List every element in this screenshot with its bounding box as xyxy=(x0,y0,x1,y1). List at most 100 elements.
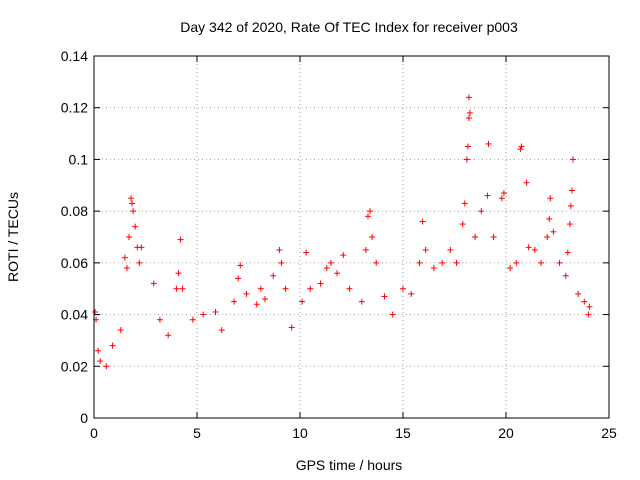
data-point xyxy=(177,236,184,243)
data-point xyxy=(323,265,330,272)
data-point xyxy=(556,259,563,266)
data-point xyxy=(498,195,505,202)
data-point xyxy=(288,324,295,331)
data-point xyxy=(550,228,557,235)
data-point xyxy=(408,290,415,297)
data-point xyxy=(327,259,334,266)
plot-area-border xyxy=(93,55,610,419)
x-tick-label: 15 xyxy=(395,425,411,441)
data-point xyxy=(430,265,437,272)
data-point xyxy=(463,156,470,163)
data-point xyxy=(303,249,310,256)
data-point xyxy=(299,298,306,305)
data-point xyxy=(270,272,277,279)
data-point xyxy=(485,140,492,147)
x-tick-label: 0 xyxy=(90,425,98,441)
data-point xyxy=(523,179,530,186)
data-point xyxy=(422,246,429,253)
data-point xyxy=(121,254,128,261)
data-point xyxy=(261,296,268,303)
y-tick-label: 0.12 xyxy=(61,100,88,116)
data-point xyxy=(546,215,553,222)
data-point xyxy=(364,213,371,220)
data-point xyxy=(165,332,172,339)
x-tick-label: 20 xyxy=(498,425,514,441)
data-point xyxy=(538,259,545,266)
data-point xyxy=(218,327,225,334)
y-axis-ticks: 0 0.02 0.04 0.06 0.08 0.1 0.12 0.14 xyxy=(61,48,609,426)
data-point xyxy=(212,308,219,315)
data-point xyxy=(117,327,124,334)
data-point xyxy=(235,275,242,282)
data-point xyxy=(126,234,133,240)
data-point xyxy=(464,143,471,150)
data-point xyxy=(575,290,582,297)
y-tick-label: 0 xyxy=(80,410,88,426)
data-point xyxy=(586,303,593,310)
x-tick-label: 25 xyxy=(601,425,617,441)
data-point xyxy=(231,298,238,305)
data-point xyxy=(465,115,472,122)
data-point xyxy=(568,187,575,194)
data-point xyxy=(517,146,524,153)
data-point xyxy=(419,218,426,225)
data-point xyxy=(465,94,472,101)
data-point xyxy=(373,259,380,266)
data-point xyxy=(173,285,180,292)
data-point xyxy=(150,280,157,287)
data-point xyxy=(562,272,569,279)
data-point xyxy=(566,221,573,228)
data-point xyxy=(123,265,130,272)
data-point xyxy=(564,249,571,256)
data-point xyxy=(518,143,525,150)
data-point xyxy=(478,208,485,215)
data-point xyxy=(400,285,406,292)
data-point xyxy=(459,221,466,228)
data-point xyxy=(585,311,592,318)
y-tick-label: 0.1 xyxy=(69,151,89,167)
data-point xyxy=(439,259,446,266)
data-point xyxy=(569,156,576,163)
y-tick-label: 0.08 xyxy=(61,203,88,219)
data-point xyxy=(466,109,473,116)
data-point xyxy=(278,259,285,266)
chart-title: Day 342 of 2020, Rate Of TEC Index for r… xyxy=(180,19,518,35)
data-point xyxy=(92,308,99,315)
data-point xyxy=(156,316,163,323)
y-axis-label: ROTI / TECUs xyxy=(5,192,21,282)
data-point xyxy=(97,358,104,365)
data-point xyxy=(447,246,454,253)
data-point xyxy=(132,223,139,230)
data-point xyxy=(334,270,341,277)
data-point xyxy=(109,342,116,349)
data-point xyxy=(175,270,182,277)
data-point xyxy=(237,262,244,269)
data-point xyxy=(179,285,186,292)
data-point xyxy=(369,234,376,240)
x-axis-ticks: 0 5 10 15 20 25 xyxy=(90,56,617,441)
data-point xyxy=(346,285,353,292)
y-tick-label: 0.06 xyxy=(61,255,88,271)
data-point xyxy=(367,208,374,215)
data-point xyxy=(531,246,538,253)
data-series-roti xyxy=(92,94,593,370)
data-point xyxy=(200,311,207,318)
data-point xyxy=(136,259,143,266)
data-point xyxy=(362,246,369,253)
data-point xyxy=(307,285,314,292)
y-tick-label: 0.14 xyxy=(61,48,88,64)
data-point xyxy=(381,293,388,300)
data-point xyxy=(317,280,324,287)
data-point xyxy=(130,208,137,215)
data-point xyxy=(189,316,196,323)
data-point xyxy=(276,246,283,253)
data-point xyxy=(138,244,145,251)
data-point xyxy=(525,244,532,251)
x-axis-label: GPS time / hours xyxy=(296,457,403,473)
gridlines xyxy=(94,56,609,418)
data-point xyxy=(461,200,468,207)
data-point xyxy=(513,259,520,266)
data-point xyxy=(453,259,460,266)
data-point xyxy=(103,363,110,370)
